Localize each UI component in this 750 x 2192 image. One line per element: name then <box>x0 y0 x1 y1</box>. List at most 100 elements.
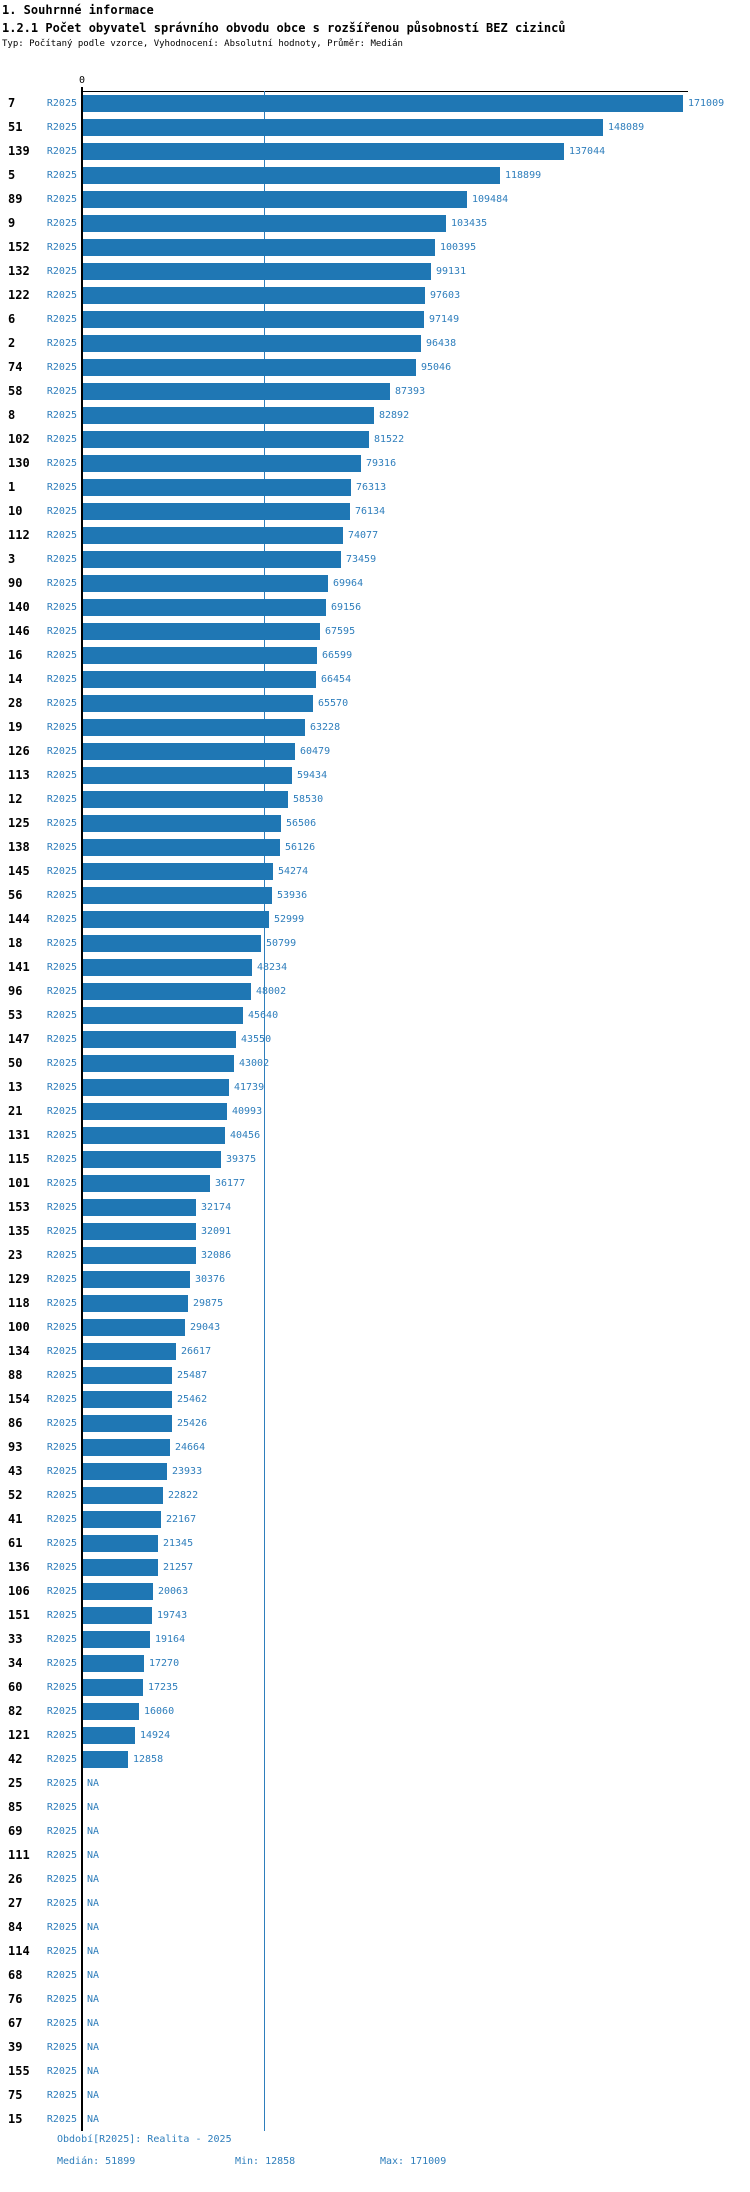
row-bar[interactable] <box>83 335 421 352</box>
row-value-label: 74077 <box>348 530 379 541</box>
row-bar[interactable] <box>83 215 446 232</box>
row-bar[interactable] <box>83 719 305 736</box>
row-bar[interactable] <box>83 647 317 664</box>
row-bar[interactable] <box>83 623 320 640</box>
row-bar[interactable] <box>83 359 416 376</box>
row-value-label: 82892 <box>379 410 410 421</box>
row-bar[interactable] <box>83 1415 172 1432</box>
row-bar[interactable] <box>83 1271 190 1288</box>
row-id-label: 84 <box>8 1920 23 1934</box>
row-bar[interactable] <box>83 863 273 880</box>
row-na-label: NA <box>87 1946 100 1957</box>
row-bar[interactable] <box>83 743 295 760</box>
row-bar[interactable] <box>83 1535 158 1552</box>
row-bar[interactable] <box>83 191 467 208</box>
row-bar[interactable] <box>83 935 261 952</box>
row-value-label: 23933 <box>172 1466 203 1477</box>
row-series-label: R2025 <box>46 1370 77 1381</box>
row-bar[interactable] <box>83 407 374 424</box>
row-value-label: 95046 <box>421 362 452 373</box>
row-series-label: R2025 <box>46 842 77 853</box>
row-bar[interactable] <box>83 959 252 976</box>
row-bar[interactable] <box>83 239 435 256</box>
row-id-label: 132 <box>8 264 30 278</box>
row-bar[interactable] <box>83 1199 196 1216</box>
x-axis-zero-label: 0 <box>78 75 86 86</box>
row-na-label: NA <box>87 1850 100 1861</box>
row-value-label: 137044 <box>569 146 606 157</box>
row-bar[interactable] <box>83 1583 153 1600</box>
row-bar[interactable] <box>83 1487 163 1504</box>
row-bar[interactable] <box>83 695 313 712</box>
row-bar[interactable] <box>83 1727 135 1744</box>
row-bar[interactable] <box>83 1127 225 1144</box>
row-bar[interactable] <box>83 671 316 688</box>
row-bar[interactable] <box>83 143 564 160</box>
row-bar[interactable] <box>83 1367 172 1384</box>
row-value-label: 26617 <box>181 1346 212 1357</box>
row-bar[interactable] <box>83 1223 196 1240</box>
row-bar[interactable] <box>83 1607 152 1624</box>
row-bar[interactable] <box>83 575 328 592</box>
row-id-label: 76 <box>8 1992 23 2006</box>
row-bar[interactable] <box>83 431 369 448</box>
row-bar[interactable] <box>83 1031 236 1048</box>
row-bar[interactable] <box>83 983 251 1000</box>
row-bar[interactable] <box>83 599 326 616</box>
row-series-label: R2025 <box>46 746 77 757</box>
row-bar[interactable] <box>83 503 350 520</box>
row-id-label: 93 <box>8 1440 23 1454</box>
row-bar[interactable] <box>83 1631 150 1648</box>
row-bar[interactable] <box>83 1679 143 1696</box>
row-bar[interactable] <box>83 119 603 136</box>
row-bar[interactable] <box>83 887 272 904</box>
row-id-label: 50 <box>8 1056 23 1070</box>
row-series-label: R2025 <box>46 1610 77 1621</box>
row-series-label: R2025 <box>46 98 77 109</box>
row-id-label: 19 <box>8 720 23 734</box>
row-bar[interactable] <box>83 1655 144 1672</box>
row-bar[interactable] <box>83 1295 188 1312</box>
row-bar[interactable] <box>83 263 431 280</box>
row-bar[interactable] <box>83 1055 234 1072</box>
row-bar[interactable] <box>83 1511 161 1528</box>
row-series-label: R2025 <box>46 1178 77 1189</box>
row-bar[interactable] <box>83 1703 139 1720</box>
row-bar[interactable] <box>83 1175 210 1192</box>
row-series-label: R2025 <box>46 1418 77 1429</box>
row-bar[interactable] <box>83 1319 185 1336</box>
row-bar[interactable] <box>83 311 424 328</box>
row-bar[interactable] <box>83 1391 172 1408</box>
row-id-label: 14 <box>8 672 23 686</box>
row-bar[interactable] <box>83 791 288 808</box>
chart-subtitle: Typ: Počítaný podle vzorce, Vyhodnocení:… <box>2 39 403 49</box>
row-id-label: 155 <box>8 2064 30 2078</box>
row-na-label: NA <box>87 1874 100 1885</box>
row-bar[interactable] <box>83 815 281 832</box>
row-id-label: 129 <box>8 1272 30 1286</box>
row-bar[interactable] <box>83 95 683 112</box>
row-bar[interactable] <box>83 287 425 304</box>
footer-median: Medián: 51899 <box>57 2156 136 2167</box>
row-bar[interactable] <box>83 1103 227 1120</box>
row-bar[interactable] <box>83 911 269 928</box>
row-bar[interactable] <box>83 767 292 784</box>
row-bar[interactable] <box>83 1439 170 1456</box>
row-bar[interactable] <box>83 1463 167 1480</box>
row-bar[interactable] <box>83 1007 243 1024</box>
y-axis-spine <box>81 91 83 2131</box>
row-bar[interactable] <box>83 1079 229 1096</box>
row-value-label: 17235 <box>148 1682 179 1693</box>
row-bar[interactable] <box>83 551 341 568</box>
row-bar[interactable] <box>83 1343 176 1360</box>
row-bar[interactable] <box>83 1559 158 1576</box>
row-bar[interactable] <box>83 1151 221 1168</box>
row-bar[interactable] <box>83 479 351 496</box>
row-bar[interactable] <box>83 1751 128 1768</box>
row-bar[interactable] <box>83 383 390 400</box>
row-bar[interactable] <box>83 455 361 472</box>
row-bar[interactable] <box>83 839 280 856</box>
row-bar[interactable] <box>83 1247 196 1264</box>
row-bar[interactable] <box>83 527 343 544</box>
row-bar[interactable] <box>83 167 500 184</box>
